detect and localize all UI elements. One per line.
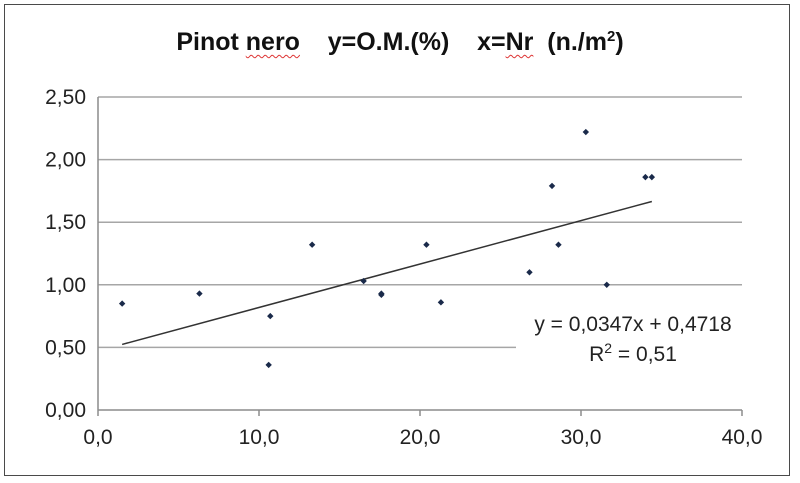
y-tick-label: 2,00: [45, 149, 86, 172]
equation-background: [516, 305, 752, 377]
r-squared-label: R2 = 0,51: [589, 340, 677, 366]
trendline-equation: y = 0,0347x + 0,4718: [534, 313, 731, 336]
data-point: [582, 128, 590, 136]
data-point: [555, 241, 562, 248]
y-tick-label: 1,50: [45, 211, 86, 234]
data-point: [603, 281, 610, 288]
trendline: [121, 200, 653, 346]
data-point: [118, 300, 126, 307]
chart-frame: [4, 4, 790, 476]
x-tick-label: 40,0: [722, 426, 763, 449]
data-point: [648, 173, 656, 181]
x-tick-labels: 0,0 10,0 20,0 30,0 40,0: [83, 426, 762, 449]
title-part-3: y=O.M.(%) x=: [299, 28, 506, 56]
data-point: [308, 241, 316, 248]
trendline-group: [121, 200, 653, 346]
data-point: [642, 173, 649, 181]
equation-box: y = 0,0347x + 0,4718 R2 = 0,51: [516, 305, 752, 377]
data-point: [360, 277, 367, 285]
axes: [97, 97, 743, 416]
title-superscript: 2: [606, 28, 616, 45]
y-tick-labels: 0,00 0,50 1,00 1,50 2,00 2,50: [45, 86, 86, 422]
data-point: [423, 241, 430, 248]
y-tick-label: 0,00: [45, 399, 86, 422]
data-point: [265, 361, 272, 369]
gridlines: [98, 96, 742, 349]
x-tick-label: 20,0: [400, 426, 441, 449]
y-tick-label: 0,50: [45, 336, 86, 359]
data-points: [118, 128, 656, 369]
data-point: [526, 269, 533, 276]
data-point: [548, 182, 556, 190]
data-point: [196, 290, 203, 297]
chart-title: Pinot nero y=O.M.(%) x=Nr (n./m2): [0, 28, 800, 57]
x-tick-label: 0,0: [83, 426, 112, 449]
data-point: [378, 291, 385, 299]
title-part-6: ): [615, 28, 624, 56]
x-tick-label: 10,0: [239, 426, 280, 449]
title-part-5: (n./m: [533, 28, 607, 56]
title-part-2: nero: [245, 28, 300, 56]
data-point: [437, 299, 445, 306]
y-tick-label: 1,00: [45, 274, 86, 297]
title-part-4: Nr: [505, 28, 534, 56]
y-tick-label: 2,50: [45, 86, 86, 109]
title-part-1: Pinot: [176, 28, 246, 56]
data-point: [267, 312, 274, 320]
x-tick-label: 30,0: [561, 426, 602, 449]
